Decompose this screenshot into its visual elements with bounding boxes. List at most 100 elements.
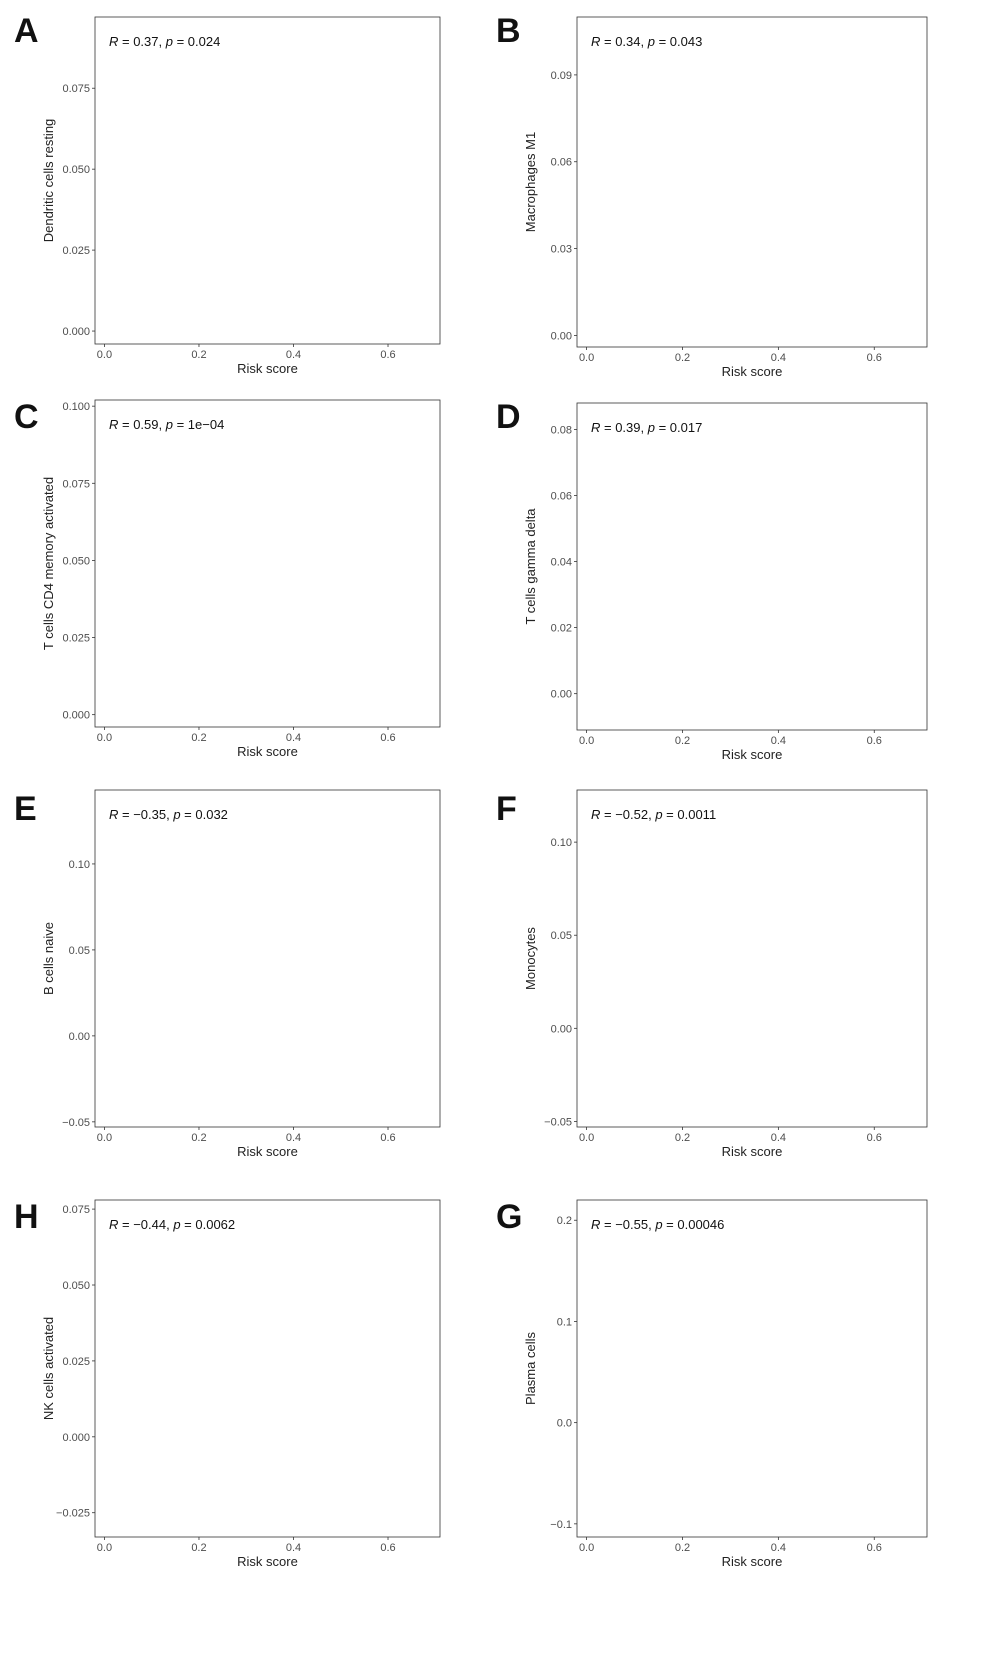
panel-a: A 0.0 0.2 0.4 0.6 0.000 0.025 0.050 0.075 Risk sc… xyxy=(14,12,441,376)
y-tick-label: 0.050 xyxy=(62,1280,90,1292)
x-axis-title: Risk score xyxy=(237,361,298,376)
plot-border xyxy=(94,399,441,728)
x-tick-label: 0.4 xyxy=(771,1132,786,1144)
panel-letter-b: B xyxy=(496,12,521,50)
panel-letter-f: F xyxy=(496,790,517,828)
y-tick-label: 0.025 xyxy=(62,633,90,645)
y-axis-title: Plasma cells xyxy=(523,1332,538,1405)
y-tick-label: 0.06 xyxy=(551,157,572,169)
y-tick-label: 0.100 xyxy=(62,401,90,413)
y-axis-title: Dendritic cells resting xyxy=(41,119,56,243)
y-tick-label: 0.05 xyxy=(69,945,90,957)
y-tick-label: −0.1 xyxy=(550,1519,572,1531)
y-tick-label: 0.04 xyxy=(551,557,572,569)
y-axis-title: NK cells activated xyxy=(41,1317,56,1420)
x-axis-title: Risk score xyxy=(722,1554,783,1569)
panel-e: E 0.0 0.2 0.4 0.6 −0.05 0.00 0.05 0.10 Risk score… xyxy=(14,789,441,1159)
x-tick-label: 0.2 xyxy=(675,352,690,364)
y-tick-label: 0.000 xyxy=(62,326,90,338)
y-tick-label: 0.10 xyxy=(551,837,572,849)
x-axis-title: Risk score xyxy=(722,364,783,379)
x-tick-label: 0.6 xyxy=(380,1542,395,1554)
plot-border xyxy=(94,1199,441,1538)
y-tick-label: 0.075 xyxy=(62,1204,90,1216)
y-tick-label: 0.050 xyxy=(62,555,90,567)
x-tick-label: 0.4 xyxy=(286,1542,301,1554)
plot-border xyxy=(576,16,928,348)
correlation-annotation: R = 0.37, p = 0.024 xyxy=(109,34,220,49)
y-axis-title: T cells gamma delta xyxy=(523,508,538,625)
y-tick-label: 0.02 xyxy=(551,623,572,635)
x-tick-label: 0.0 xyxy=(579,1132,594,1144)
plot-border xyxy=(576,1199,928,1538)
panel-h: H 0.0 0.2 0.4 0.6 −0.025 0.000 0.025 0.050 0.075 R… xyxy=(14,1198,441,1569)
x-axis-title: Risk score xyxy=(722,747,783,762)
panel-letter-h: H xyxy=(14,1198,39,1236)
x-tick-label: 0.2 xyxy=(191,1542,206,1554)
x-axis-title: Risk score xyxy=(237,744,298,759)
x-tick-label: 0.6 xyxy=(380,349,395,361)
y-tick-label: 0.025 xyxy=(62,1356,90,1368)
plot-border xyxy=(94,16,441,345)
y-tick-label: 0.000 xyxy=(62,710,90,722)
x-tick-label: 0.0 xyxy=(579,1542,594,1554)
y-tick-label: 0.000 xyxy=(62,1432,90,1444)
x-tick-label: 0.2 xyxy=(675,735,690,747)
panel-c: C 0.0 0.2 0.4 0.6 0.000 0.025 0.050 0.075 0.100 Ri… xyxy=(14,398,441,759)
y-axis-title: T cells CD4 memory activated xyxy=(41,477,56,650)
y-tick-label: 0.025 xyxy=(62,245,90,257)
x-tick-label: 0.4 xyxy=(771,1542,786,1554)
y-tick-label: 0.075 xyxy=(62,83,90,95)
x-axis-title: Risk score xyxy=(237,1144,298,1159)
correlation-annotation: R = −0.44, p = 0.0062 xyxy=(109,1217,235,1232)
y-tick-label: 0.05 xyxy=(551,930,572,942)
y-tick-label: 0.06 xyxy=(551,490,572,502)
x-tick-label: 0.6 xyxy=(867,1542,882,1554)
x-tick-label: 0.0 xyxy=(97,732,112,744)
panel-g: G 0.0 0.2 0.4 0.6 −0.1 0.0 0.1 0.2 Risk score Plas… xyxy=(496,1198,928,1569)
x-axis-title: Risk score xyxy=(722,1144,783,1159)
y-tick-label: 0.1 xyxy=(557,1316,572,1328)
y-tick-label: −0.05 xyxy=(544,1116,572,1128)
panel-d: D 0.0 0.2 0.4 0.6 0.00 0.02 0.04 0.06 0.08 Risk sc… xyxy=(496,398,928,762)
y-axis-title: B cells naive xyxy=(41,922,56,995)
correlation-annotation: R = −0.52, p = 0.0011 xyxy=(591,807,716,822)
panel-letter-c: C xyxy=(14,398,39,436)
x-tick-label: 0.2 xyxy=(675,1132,690,1144)
y-tick-label: 0.2 xyxy=(557,1215,572,1227)
correlation-annotation: R = −0.35, p = 0.032 xyxy=(109,807,228,822)
panel-b: B 0.0 0.2 0.4 0.6 0.00 0.03 0.06 0.09 Risk score M… xyxy=(496,12,928,379)
y-tick-label: 0.08 xyxy=(551,424,572,436)
y-tick-label: 0.050 xyxy=(62,164,90,176)
panel-letter-a: A xyxy=(14,12,39,50)
y-axis-title: Monocytes xyxy=(523,927,538,990)
x-tick-label: 0.0 xyxy=(97,349,112,361)
x-tick-label: 0.4 xyxy=(286,732,301,744)
x-tick-label: 0.6 xyxy=(380,1132,395,1144)
panel-f: F 0.0 0.2 0.4 0.6 −0.05 0.00 0.05 0.10 Risk score… xyxy=(496,789,928,1159)
x-tick-label: 0.0 xyxy=(579,352,594,364)
correlation-annotation: R = 0.59, p = 1e−04 xyxy=(109,417,224,432)
y-tick-label: −0.025 xyxy=(56,1508,90,1520)
plot-border xyxy=(576,789,928,1128)
y-tick-label: 0.09 xyxy=(551,70,572,82)
correlation-annotation: R = −0.55, p = 0.00046 xyxy=(591,1217,724,1232)
y-tick-label: 0.00 xyxy=(551,689,572,701)
x-tick-label: 0.6 xyxy=(867,352,882,364)
plot-border xyxy=(94,789,441,1128)
panel-letter-e: E xyxy=(14,790,37,828)
y-tick-label: 0.075 xyxy=(62,478,90,490)
x-tick-label: 0.4 xyxy=(771,735,786,747)
y-tick-label: 0.00 xyxy=(551,1023,572,1035)
x-tick-label: 0.2 xyxy=(191,732,206,744)
x-tick-label: 0.2 xyxy=(675,1542,690,1554)
x-axis-title: Risk score xyxy=(237,1554,298,1569)
x-tick-label: 0.4 xyxy=(286,349,301,361)
plot-border xyxy=(576,402,928,731)
correlation-annotation: R = 0.34, p = 0.043 xyxy=(591,34,702,49)
y-tick-label: 0.00 xyxy=(551,330,572,342)
x-tick-label: 0.6 xyxy=(380,732,395,744)
x-tick-label: 0.0 xyxy=(97,1542,112,1554)
x-tick-label: 0.0 xyxy=(97,1132,112,1144)
